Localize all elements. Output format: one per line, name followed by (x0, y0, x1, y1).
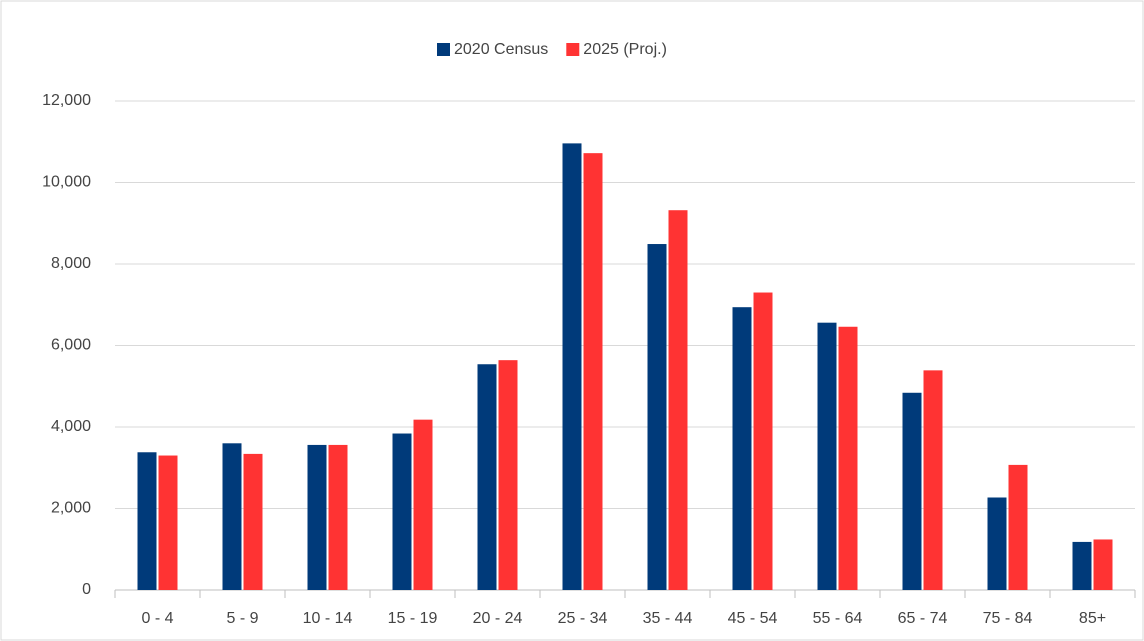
x-tick-label: 5 - 9 (226, 610, 258, 627)
bar (222, 443, 242, 590)
bar (328, 444, 348, 590)
y-tick-label: 8,000 (51, 255, 91, 272)
bar (477, 364, 497, 590)
x-tick-label: 10 - 14 (303, 610, 353, 627)
y-tick-label: 12,000 (42, 92, 91, 109)
bar (498, 360, 518, 590)
bar (838, 326, 858, 590)
x-tick-label: 85+ (1079, 610, 1106, 627)
x-tick-label: 20 - 24 (473, 610, 523, 627)
bar (732, 307, 752, 590)
y-tick-label: 4,000 (51, 418, 91, 435)
bar (753, 292, 773, 590)
bar (562, 143, 582, 590)
bar (1093, 539, 1113, 590)
bar (1072, 541, 1092, 590)
y-tick-label: 2,000 (51, 500, 91, 517)
bar (668, 210, 688, 590)
x-tick-label: 35 - 44 (643, 610, 693, 627)
legend-label: 2020 Census (454, 41, 548, 58)
legend-swatch (566, 43, 580, 56)
y-tick-label: 6,000 (51, 337, 91, 354)
bar (817, 322, 837, 590)
x-tick-label: 25 - 34 (558, 610, 608, 627)
bar (583, 153, 603, 590)
legend-label: 2025 (Proj.) (583, 41, 667, 58)
x-tick-label: 65 - 74 (898, 610, 948, 627)
x-tick-label: 0 - 4 (141, 610, 173, 627)
bar (243, 453, 263, 590)
bar (923, 370, 943, 590)
x-tick-label: 75 - 84 (983, 610, 1033, 627)
bar (413, 419, 433, 590)
bar (392, 433, 412, 590)
legend-swatch (437, 43, 450, 56)
bar (647, 244, 667, 590)
y-tick-label: 0 (82, 581, 91, 598)
bar (137, 452, 157, 590)
bar (307, 444, 327, 590)
bar (902, 392, 922, 590)
bar (158, 455, 178, 590)
x-tick-label: 45 - 54 (728, 610, 778, 627)
bar (1008, 464, 1028, 590)
x-tick-label: 55 - 64 (813, 610, 863, 627)
y-tick-label: 10,000 (42, 174, 91, 191)
x-tick-label: 15 - 19 (388, 610, 438, 627)
bar (987, 497, 1007, 590)
